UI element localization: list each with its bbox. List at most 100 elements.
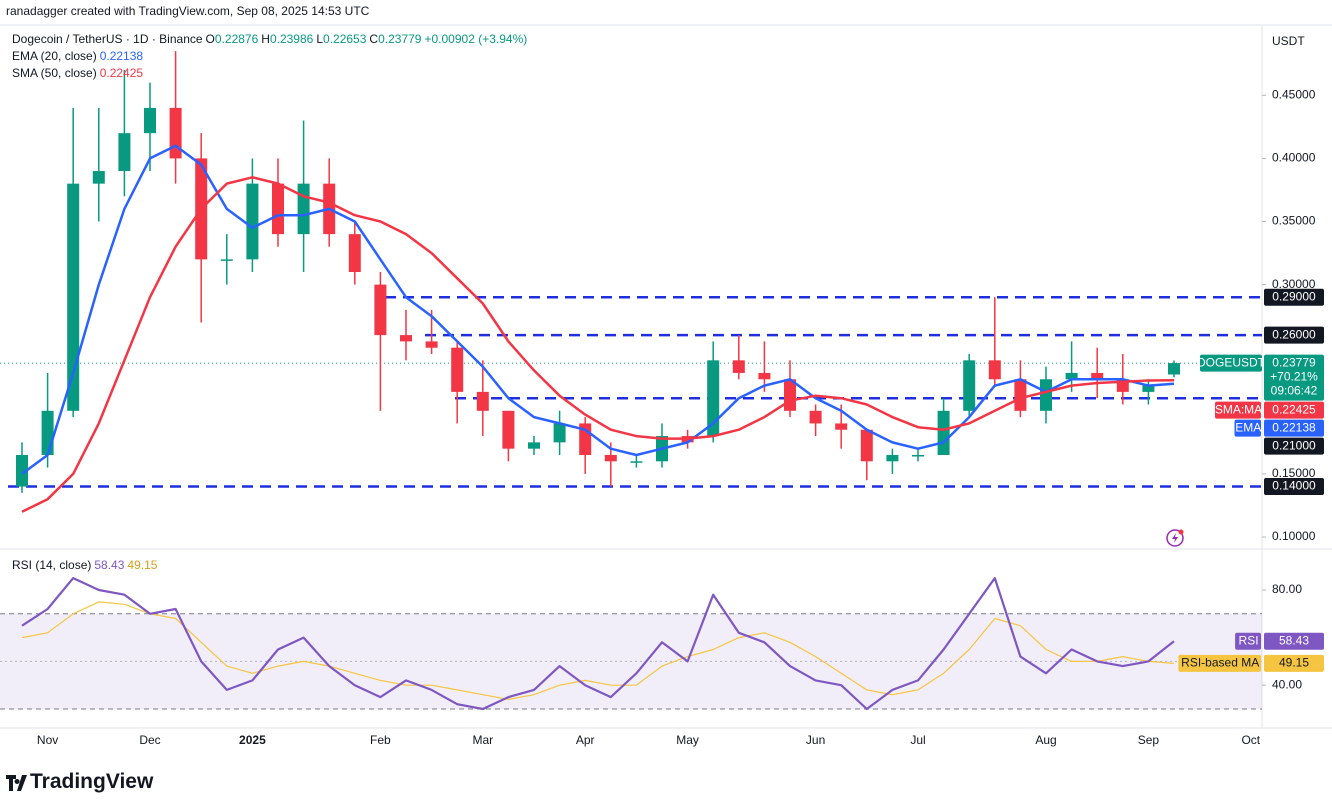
rsi-value-box: [1264, 632, 1324, 650]
x-tick-label: 2025: [239, 733, 266, 747]
rsi-legend-value: 58.43: [94, 558, 125, 572]
candle-body: [1040, 379, 1052, 411]
ohlc-label: O: [205, 32, 215, 46]
x-tick-label: Dec: [139, 733, 160, 747]
rsi-line: [21, 601, 1175, 700]
series-tag-box: [1234, 419, 1261, 437]
candle-body: [348, 234, 361, 272]
series-tag-name: SMA:MA: [1215, 402, 1262, 416]
price-tag-symbol: DOGEUSDT: [1197, 355, 1266, 369]
level-tag-label: 0.26000: [1272, 327, 1316, 341]
alert-dot: [1178, 529, 1184, 535]
alert-bolt: [1172, 533, 1178, 543]
candle-body: [1168, 363, 1180, 375]
candle-body: [169, 107, 182, 159]
ohlc-label: L: [316, 32, 324, 46]
legend-change: +0.00902 (+3.94%): [424, 32, 528, 46]
candle-body: [1014, 379, 1027, 411]
level-tag: [1264, 478, 1324, 496]
ohlc-value: 0.23986: [269, 32, 314, 46]
rsi-title: RSI (14, close): [12, 558, 92, 572]
rsi-value: 49.15: [1279, 656, 1309, 670]
x-tick-label: Aug: [1035, 733, 1056, 747]
series-tag-box: [1215, 401, 1261, 419]
brand-name: TradingView: [30, 770, 154, 793]
level-tag-label: 0.21000: [1272, 438, 1316, 452]
candle-body: [912, 454, 924, 457]
candle-body: [400, 335, 412, 342]
candle-body: [220, 259, 233, 261]
legend-title: Dogecoin / TetherUS · 1D · Binance: [12, 32, 203, 46]
candle-body: [502, 410, 515, 449]
candle-body: [451, 347, 464, 392]
candle-body: [272, 183, 284, 235]
candle-body: [707, 360, 720, 437]
rsi-value: 58.43: [1279, 633, 1309, 647]
rsi-value-box: [1264, 654, 1324, 672]
y-tick-label: 0.10000: [1272, 529, 1316, 543]
candle-body: [630, 461, 643, 463]
x-tick-label: Jun: [806, 733, 825, 747]
rsi-legend-value: 49.15: [127, 558, 158, 572]
candle-body: [67, 183, 80, 411]
price-tag-symbol-box: [1200, 354, 1262, 372]
candle-body: [16, 454, 28, 487]
alert-ring: [1166, 529, 1184, 547]
series-value: 0.22425: [1272, 402, 1316, 416]
candle-body: [860, 429, 873, 462]
legend-series-name: SMA (50, close): [12, 66, 97, 80]
y-tick-label: 0.45000: [1272, 87, 1316, 101]
ohlc-label: C: [369, 32, 379, 46]
x-tick-label: Apr: [576, 733, 595, 747]
legend-series-name: EMA (20, close): [12, 49, 97, 63]
x-tick-label: Oct: [1241, 733, 1260, 747]
candle-body: [1065, 372, 1078, 380]
rsi-tag-name: RSI: [1239, 633, 1259, 647]
x-tick-label: Mar: [472, 733, 493, 747]
indicator-line: [21, 144, 1175, 475]
y-tick-label: 0.40000: [1272, 151, 1316, 165]
legend-row: EMA (20, close) 0.22138: [12, 48, 530, 65]
price-tag-value: 0.23779: [1272, 355, 1316, 369]
candle-body: [425, 341, 438, 348]
candle-body: [758, 372, 771, 380]
y-tick-label: 0.30000: [1272, 277, 1316, 291]
ohlc-label: H: [261, 32, 270, 46]
candle-body: [988, 360, 1001, 380]
x-tick-label: Feb: [370, 733, 391, 747]
candle-body: [476, 391, 489, 411]
candle-body: [118, 133, 131, 172]
candle-body: [886, 454, 899, 462]
rsi-tick-label: 80.00: [1272, 582, 1302, 596]
legend-series-value: 0.22425: [99, 66, 144, 80]
candle-body: [835, 423, 848, 430]
candle-body: [553, 423, 566, 443]
candle-body: [374, 284, 387, 336]
brand-logo-path: [6, 775, 27, 791]
series-value: 0.22138: [1272, 420, 1316, 434]
legend: Dogecoin / TetherUS · 1D · Binance O0.228…: [12, 31, 530, 82]
rsi-tag-box: [1235, 632, 1261, 650]
rsi-legend: RSI (14, close) 58.43 49.15: [12, 557, 160, 574]
level-tag-label: 0.29000: [1272, 289, 1316, 303]
level-tag: [1264, 288, 1324, 306]
legend-series-value: 0.22138: [99, 49, 144, 63]
candle-body: [144, 107, 156, 134]
price-tag-change: +70.21%: [1270, 369, 1318, 383]
ohlc-value: 0.23779: [378, 32, 422, 46]
x-tick-label: Nov: [37, 733, 58, 747]
rsi-line: [21, 577, 1175, 711]
credit: ranadagger created with TradingView.com,…: [6, 4, 370, 18]
legend-row: SMA (50, close) 0.22425: [12, 65, 530, 82]
series-value-box: [1264, 401, 1324, 419]
brand: TradingView: [6, 770, 154, 794]
price-tag-countdown: 09:06:42: [1271, 383, 1318, 397]
candle-body: [1142, 385, 1155, 392]
rsi-tick-label: 40.00: [1272, 677, 1302, 691]
level-tag: [1264, 326, 1324, 344]
rsi-tag-box: [1178, 654, 1261, 672]
price-tag-box: [1264, 354, 1324, 401]
alert-icon: [1166, 529, 1184, 547]
candle-body: [604, 454, 617, 462]
